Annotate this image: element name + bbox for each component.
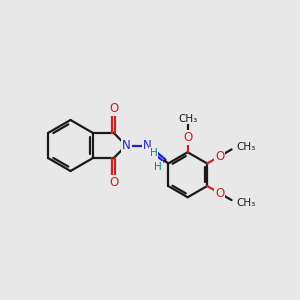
Text: O: O [183, 131, 192, 144]
Text: H: H [154, 162, 162, 172]
Text: O: O [215, 150, 224, 163]
Text: CH₃: CH₃ [236, 198, 256, 208]
Text: O: O [109, 176, 118, 189]
Text: CH₃: CH₃ [178, 114, 197, 124]
Text: H: H [150, 148, 158, 158]
Text: CH₃: CH₃ [236, 142, 256, 152]
Text: O: O [215, 187, 224, 200]
Text: N: N [143, 139, 152, 152]
Text: O: O [109, 102, 118, 115]
Text: N: N [122, 139, 130, 152]
